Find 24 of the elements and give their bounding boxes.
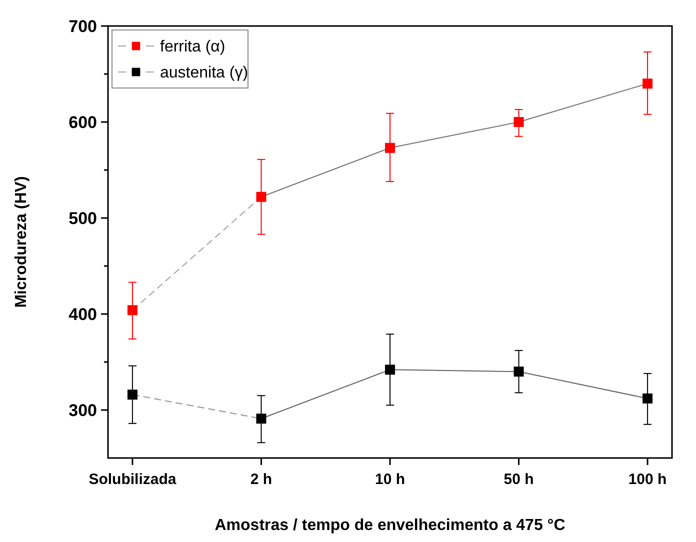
- y-tick-label: 600: [68, 112, 97, 132]
- y-axis-title: Microdureza (HV): [13, 176, 30, 308]
- point: [385, 364, 395, 375]
- x-tick-label: 2 h: [250, 471, 272, 488]
- y-tick-label: 700: [68, 16, 97, 36]
- point: [127, 390, 138, 400]
- point: [514, 366, 524, 377]
- x-tick-label: 50 h: [504, 471, 534, 488]
- y-tick-label: 500: [68, 208, 97, 228]
- point: [256, 192, 266, 202]
- y-tick-label: 400: [68, 304, 97, 324]
- point: [385, 142, 395, 153]
- legend-label: ferrita (α): [160, 38, 226, 56]
- point: [642, 393, 653, 404]
- x-tick-label: Solubilizada: [88, 471, 177, 488]
- point: [127, 305, 138, 316]
- point: [256, 414, 266, 424]
- x-axis-title: Amostras / tempo de envelhecimento a 475 °C: [214, 517, 566, 534]
- point: [642, 78, 653, 89]
- x-tick-label: 100 h: [628, 471, 667, 488]
- legend-label: austenita (γ): [160, 64, 248, 82]
- y-tick-label: 300: [68, 400, 97, 420]
- x-tick-label: 10 h: [374, 471, 406, 488]
- point: [514, 117, 524, 127]
